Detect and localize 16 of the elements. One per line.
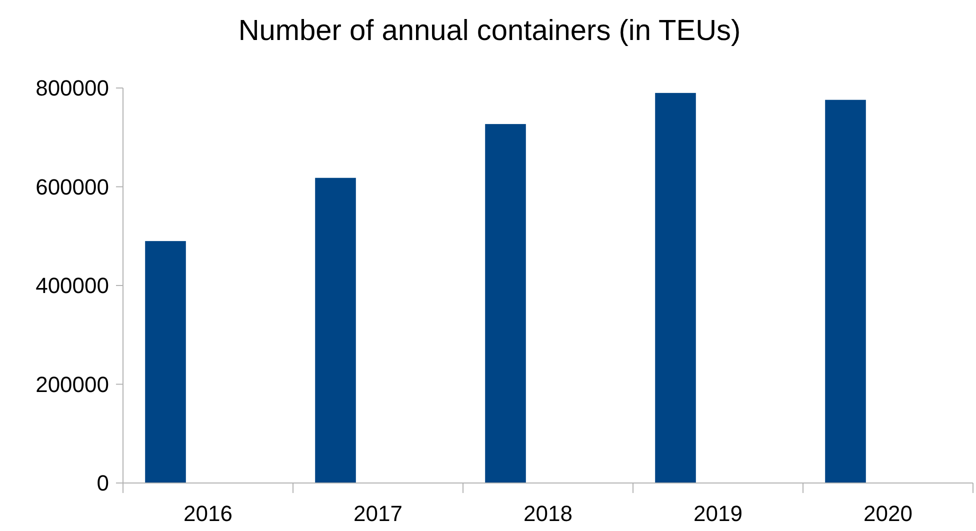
bar xyxy=(145,241,186,483)
y-tick-label: 400000 xyxy=(36,273,109,298)
x-tick-label: 2017 xyxy=(354,501,402,526)
x-tick-label: 2016 xyxy=(184,501,232,526)
bar xyxy=(315,178,356,483)
x-tick-label: 2020 xyxy=(864,501,912,526)
bar xyxy=(825,100,866,483)
y-tick-label: 800000 xyxy=(36,76,109,101)
x-tick-label: 2019 xyxy=(694,501,742,526)
y-tick-label: 600000 xyxy=(36,174,109,200)
bar xyxy=(655,92,696,483)
chart-title: Number of annual containers (in TEUs) xyxy=(238,15,741,47)
x-tick-label: 2018 xyxy=(524,501,572,526)
bar xyxy=(485,124,526,483)
y-tick-label: 0 xyxy=(96,470,109,496)
y-tick-label: 200000 xyxy=(36,372,109,397)
